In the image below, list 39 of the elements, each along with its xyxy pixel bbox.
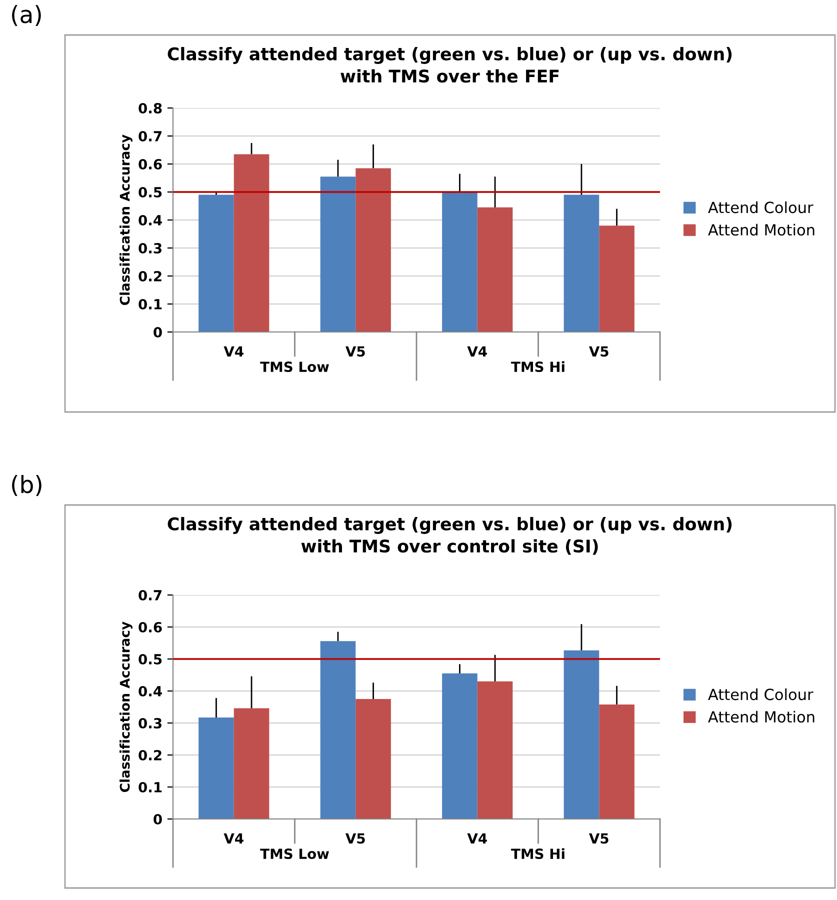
y-tick-label: 0.7 (138, 130, 162, 142)
y-tick-label: 0.4 (138, 686, 162, 696)
y-tick-label: 0 (154, 814, 162, 824)
y-tick-label: 0.3 (138, 718, 162, 728)
legend-label: Attend Motion (708, 710, 814, 723)
chart-title: Classify attended target (green vs. blue) or (up vs. down) with TMS over the FEF (168, 47, 732, 83)
y-axis-title: Classification Accuracy (120, 622, 132, 792)
text: TMS Low (260, 848, 329, 860)
y-tick-label: 0.2 (138, 270, 162, 282)
text: (a) (12, 5, 41, 26)
text: TMS Hi (511, 361, 564, 372)
y-tick-label: 0.2 (138, 750, 162, 760)
x-tick-label: V5 (345, 346, 365, 357)
x-tick-label: V4 (467, 833, 487, 844)
y-tick-label: 0.5 (138, 186, 162, 198)
legend-label: Attend Colour (708, 201, 814, 214)
x-tick-label: V5 (588, 833, 608, 844)
x-tick-label: V5 (588, 346, 608, 357)
y-tick-label: 0.8 (138, 102, 162, 114)
x-tick-label: V5 (345, 833, 365, 844)
y-tick-label: 0.6 (138, 158, 162, 170)
y-tick-label: 0.5 (138, 654, 162, 664)
y-axis-title: Classification Accuracy (120, 134, 132, 305)
y-tick-label: 0.1 (138, 782, 162, 792)
y-tick-label: 0.6 (138, 622, 162, 632)
x-tick-label: V4 (224, 346, 244, 356)
x-tick-label: V4 (467, 346, 487, 356)
y-tick-label: 0.1 (138, 298, 162, 310)
legend-label: Attend Colour (708, 688, 814, 700)
x-tick-label: V4 (224, 833, 244, 844)
y-tick-label: 0.4 (138, 214, 162, 226)
legend-label: Attend Motion (708, 224, 814, 236)
text: TMS Hi (511, 848, 564, 860)
y-tick-label: 0.3 (138, 242, 162, 254)
y-tick-label: 0 (154, 326, 162, 338)
y-tick-label: 0.7 (138, 590, 162, 600)
text: TMS Low (260, 362, 329, 372)
chart-title: Classify attended target (green vs. blue) or (up vs. down) with TMS over control site (SI) (168, 517, 732, 555)
text: (b) (12, 475, 42, 496)
